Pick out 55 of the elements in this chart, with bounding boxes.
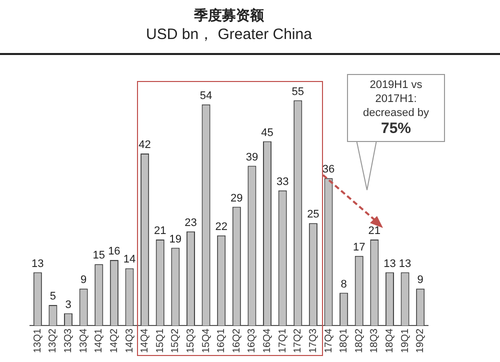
data-label: 39 bbox=[246, 151, 258, 164]
data-label: 9 bbox=[417, 274, 424, 286]
data-label: 3 bbox=[65, 298, 72, 311]
data-label: 15 bbox=[92, 250, 106, 262]
x-tick-label: 15Q3 bbox=[185, 328, 196, 354]
x-tick-label: 16Q4 bbox=[262, 328, 274, 354]
x-tick-label: 17Q1 bbox=[277, 328, 288, 354]
data-label: 5 bbox=[50, 290, 56, 303]
x-tick-label: 15Q1 bbox=[154, 328, 166, 354]
data-label: 25 bbox=[307, 208, 320, 221]
x-tick-label: 15Q2 bbox=[170, 328, 182, 354]
data-label: 13 bbox=[32, 258, 44, 270]
annotation: 2019H1 vs 2017H1: decreased by 75% bbox=[362, 78, 430, 138]
x-tick-label: 15Q4 bbox=[200, 328, 212, 354]
x-tick-label: 18Q2 bbox=[354, 328, 365, 354]
data-label: 42 bbox=[138, 139, 151, 152]
x-tick-label: 18Q1 bbox=[338, 328, 350, 354]
x-tick-label: 14Q3 bbox=[124, 328, 136, 354]
x-tick-label: 16Q2 bbox=[231, 328, 242, 354]
data-label: 17 bbox=[352, 241, 366, 254]
data-label: 14 bbox=[123, 254, 136, 266]
chart-title: 季度募资额 bbox=[193, 7, 265, 24]
x-tick-label: 13Q2 bbox=[48, 328, 59, 354]
data-label: 9 bbox=[80, 274, 87, 286]
data-label: 33 bbox=[276, 176, 289, 188]
x-tick-label: 16Q1 bbox=[216, 328, 228, 354]
data-label: 16 bbox=[108, 246, 120, 258]
x-tick-label: 17Q3 bbox=[308, 328, 319, 354]
x-tick-label: 14Q1 bbox=[94, 328, 105, 354]
data-label: 8 bbox=[340, 278, 347, 290]
data-label: 21 bbox=[368, 225, 381, 238]
x-tick-label: 14Q2 bbox=[108, 328, 120, 354]
data-label: 36 bbox=[322, 164, 335, 176]
data-label: 21 bbox=[154, 225, 166, 238]
data-label: 13 bbox=[398, 258, 412, 270]
x-tick-label: 17Q4 bbox=[323, 328, 334, 354]
x-tick-label: 13Q3 bbox=[63, 328, 74, 354]
data-label: 13 bbox=[384, 258, 396, 270]
data-label: 54 bbox=[200, 90, 212, 102]
x-tick-label: 19Q1 bbox=[400, 328, 411, 354]
data-label: 23 bbox=[184, 216, 197, 229]
x-tick-label: 18Q3 bbox=[369, 328, 380, 354]
chart-subtitle: USD bn， Greater China bbox=[146, 26, 313, 43]
data-label: 29 bbox=[230, 192, 243, 204]
data-label: 55 bbox=[292, 86, 304, 98]
x-tick-label: 18Q4 bbox=[384, 328, 396, 354]
x-tick-label: 13Q4 bbox=[78, 328, 90, 354]
x-tick-label: 14Q4 bbox=[140, 328, 151, 354]
x-tick-label: 16Q3 bbox=[246, 328, 258, 354]
data-label: 22 bbox=[215, 220, 228, 233]
x-tick-label: 13Q1 bbox=[32, 328, 44, 354]
data-label: 19 bbox=[169, 233, 182, 246]
x-tick-label: 17Q2 bbox=[292, 328, 304, 354]
data-label: 45 bbox=[261, 126, 274, 139]
x-tick-label: 19Q2 bbox=[415, 328, 426, 354]
